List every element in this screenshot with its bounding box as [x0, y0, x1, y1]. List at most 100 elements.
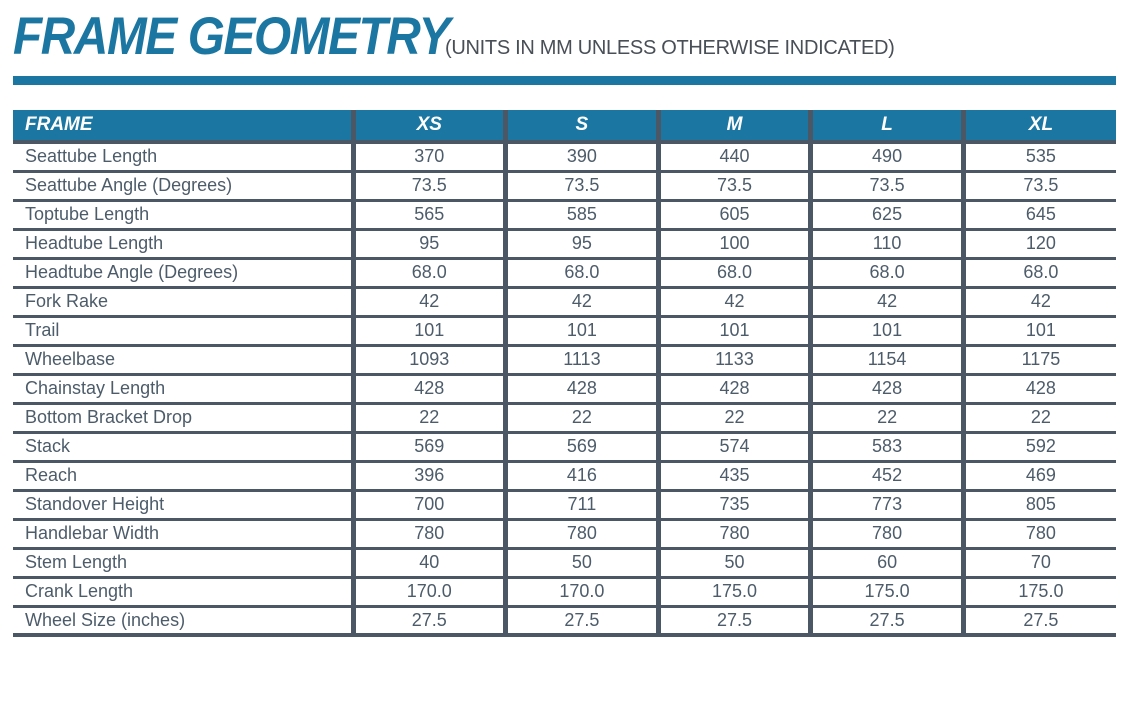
- value-cell: 565: [350, 200, 506, 231]
- value-cell: 605: [655, 200, 811, 231]
- value-cell: 396: [350, 461, 506, 492]
- table-row: Chainstay Length 428 428 428 428 428: [13, 374, 1116, 405]
- table-row: Stem Length 40 50 50 60 70: [13, 548, 1116, 579]
- value-cell: 1154: [808, 345, 964, 376]
- value-cell: 780: [655, 519, 811, 550]
- row-label: Bottom Bracket Drop: [13, 403, 353, 434]
- units-note: (UNITS IN MM UNLESS OTHERWISE INDICATED): [445, 37, 895, 59]
- value-cell: 711: [503, 490, 659, 521]
- accent-divider-bar: [13, 76, 1116, 85]
- value-cell: 370: [350, 142, 506, 173]
- value-cell: 780: [808, 519, 964, 550]
- value-cell: 585: [503, 200, 659, 231]
- value-cell: 428: [350, 374, 506, 405]
- value-cell: 27.5: [808, 606, 964, 637]
- value-cell: 428: [655, 374, 811, 405]
- row-label: Crank Length: [13, 577, 353, 608]
- value-cell: 42: [655, 287, 811, 318]
- value-cell: 73.5: [655, 171, 811, 202]
- value-cell: 42: [960, 287, 1116, 318]
- table-row: Reach 396 416 435 452 469: [13, 461, 1116, 492]
- value-cell: 780: [960, 519, 1116, 550]
- table-row: Standover Height 700 711 735 773 805: [13, 490, 1116, 521]
- value-cell: 583: [808, 432, 964, 463]
- value-cell: 175.0: [808, 577, 964, 608]
- value-cell: 1175: [960, 345, 1116, 376]
- value-cell: 95: [350, 229, 506, 260]
- value-cell: 428: [808, 374, 964, 405]
- value-cell: 101: [655, 316, 811, 347]
- value-cell: 68.0: [808, 258, 964, 289]
- table-row: Toptube Length 565 585 605 625 645: [13, 200, 1116, 231]
- value-cell: 435: [655, 461, 811, 492]
- column-header-size-xl: XL: [960, 110, 1116, 144]
- row-label: Reach: [13, 461, 353, 492]
- row-label: Stem Length: [13, 548, 353, 579]
- table-row: Headtube Angle (Degrees) 68.0 68.0 68.0 68.0…: [13, 258, 1116, 289]
- table-row: Seattube Angle (Degrees) 73.5 73.5 73.5 73.5…: [13, 171, 1116, 202]
- value-cell: 440: [655, 142, 811, 173]
- table-row: Headtube Length 95 95 100 110 120: [13, 229, 1116, 260]
- row-label: Stack: [13, 432, 353, 463]
- value-cell: 780: [503, 519, 659, 550]
- value-cell: 428: [503, 374, 659, 405]
- value-cell: 110: [808, 229, 964, 260]
- value-cell: 73.5: [808, 171, 964, 202]
- value-cell: 101: [960, 316, 1116, 347]
- value-cell: 569: [503, 432, 659, 463]
- value-cell: 170.0: [350, 577, 506, 608]
- value-cell: 101: [503, 316, 659, 347]
- table-row: Bottom Bracket Drop 22 22 22 22 22: [13, 403, 1116, 434]
- table-header-row: FRAME XS S M L XL: [13, 110, 1116, 144]
- value-cell: 780: [350, 519, 506, 550]
- row-label: Handlebar Width: [13, 519, 353, 550]
- value-cell: 1093: [350, 345, 506, 376]
- value-cell: 592: [960, 432, 1116, 463]
- table-row: Crank Length 170.0 170.0 175.0 175.0 175.0: [13, 577, 1116, 608]
- value-cell: 569: [350, 432, 506, 463]
- frame-geometry-table: FRAME XS S M L XL Seattube Length 370 390 440 490…: [13, 110, 1116, 637]
- value-cell: 120: [960, 229, 1116, 260]
- row-label: Wheel Size (inches): [13, 606, 353, 637]
- value-cell: 73.5: [960, 171, 1116, 202]
- value-cell: 170.0: [503, 577, 659, 608]
- value-cell: 40: [350, 548, 506, 579]
- table-row: Stack 569 569 574 583 592: [13, 432, 1116, 463]
- value-cell: 27.5: [503, 606, 659, 637]
- value-cell: 175.0: [655, 577, 811, 608]
- value-cell: 390: [503, 142, 659, 173]
- value-cell: 1133: [655, 345, 811, 376]
- row-label: Fork Rake: [13, 287, 353, 318]
- value-cell: 574: [655, 432, 811, 463]
- value-cell: 1113: [503, 345, 659, 376]
- value-cell: 100: [655, 229, 811, 260]
- value-cell: 42: [808, 287, 964, 318]
- table-row: Fork Rake 42 42 42 42 42: [13, 287, 1116, 318]
- row-label: Headtube Angle (Degrees): [13, 258, 353, 289]
- value-cell: 428: [960, 374, 1116, 405]
- value-cell: 22: [808, 403, 964, 434]
- value-cell: 73.5: [503, 171, 659, 202]
- table-row: Seattube Length 370 390 440 490 535: [13, 142, 1116, 173]
- value-cell: 22: [960, 403, 1116, 434]
- table-row: Wheelbase 1093 1113 1133 1154 1175: [13, 345, 1116, 376]
- column-header-size-xs: XS: [350, 110, 506, 144]
- page-title-text: FRAME GEOMETRY: [13, 7, 450, 66]
- value-cell: 27.5: [350, 606, 506, 637]
- value-cell: 22: [503, 403, 659, 434]
- value-cell: 50: [503, 548, 659, 579]
- value-cell: 68.0: [655, 258, 811, 289]
- value-cell: 95: [503, 229, 659, 260]
- value-cell: 625: [808, 200, 964, 231]
- value-cell: 50: [655, 548, 811, 579]
- value-cell: 22: [655, 403, 811, 434]
- value-cell: 101: [808, 316, 964, 347]
- page: FRAME GEOMETRY (UNITS IN MM UNLESS OTHER…: [13, 10, 1116, 637]
- value-cell: 645: [960, 200, 1116, 231]
- table-row: Handlebar Width 780 780 780 780 780: [13, 519, 1116, 550]
- value-cell: 452: [808, 461, 964, 492]
- value-cell: 805: [960, 490, 1116, 521]
- page-title: FRAME GEOMETRY: [13, 10, 450, 64]
- value-cell: 700: [350, 490, 506, 521]
- value-cell: 101: [350, 316, 506, 347]
